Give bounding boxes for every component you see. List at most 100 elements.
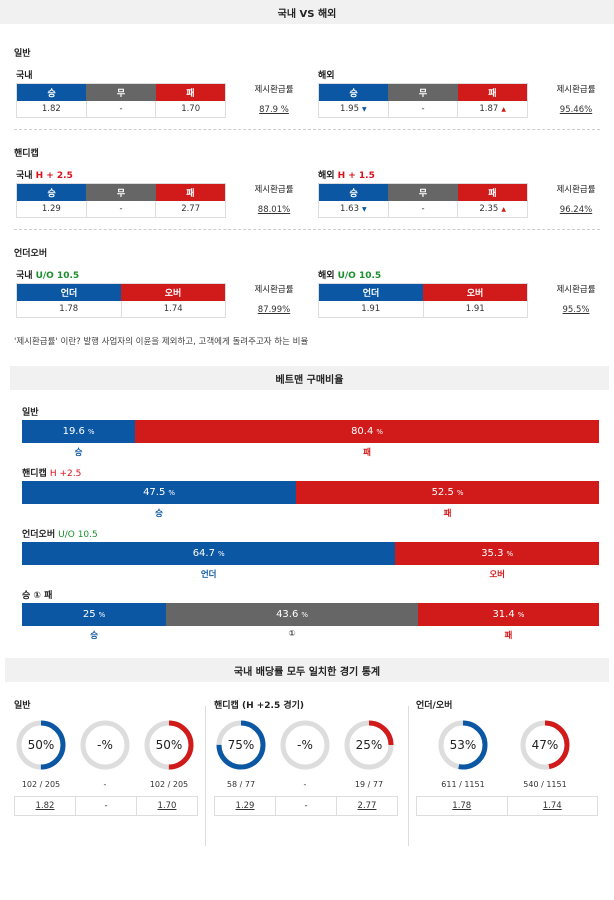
stats-odds-value[interactable]: 2.77 bbox=[336, 797, 397, 815]
domestic-odds-table: 언더 오버 1.78 1.74 bbox=[16, 283, 226, 318]
odds-header: 승 bbox=[16, 83, 87, 101]
ratio-unit: % bbox=[456, 488, 464, 497]
stats-column: 핸디캡 (H +2.5 경기) 75% 58 / 77 -% - 25% 19 / 77 1.… bbox=[214, 698, 398, 816]
stats-title: 언더/오버 bbox=[416, 701, 453, 711]
odds-header: 패 bbox=[155, 183, 226, 201]
section-header-betman: 베트맨 구매비율 bbox=[10, 366, 609, 390]
stats-odds-table: 1.78 1.74 bbox=[416, 796, 598, 816]
ratio-value: 35.3 bbox=[481, 548, 504, 559]
stats-column: 언더/오버 53% 611 / 1151 47% 540 / 1151 1.78 1.74 bbox=[416, 698, 598, 816]
odds-header: 언더 bbox=[16, 283, 121, 301]
odds-value: 1.91 bbox=[422, 300, 528, 318]
payout-value[interactable]: 95.46% bbox=[559, 105, 593, 115]
payout-value[interactable]: 87.9 % bbox=[259, 105, 289, 115]
ratio-unit: % bbox=[506, 549, 514, 558]
stats-odds-value[interactable]: 1.70 bbox=[136, 797, 197, 815]
ratio-segment-label: ① bbox=[288, 629, 296, 639]
odds-value: 1.82 bbox=[17, 101, 87, 118]
odds-value-text: 1.74 bbox=[163, 303, 183, 314]
ratio-value: 31.4 bbox=[492, 609, 515, 620]
ratio-unit: % bbox=[98, 610, 106, 619]
odds-value: - bbox=[387, 100, 458, 118]
section-header-stats: 국내 배당률 모두 일치한 경기 통계 bbox=[5, 658, 609, 682]
payout-box: 제시환급률 95.46% bbox=[546, 83, 606, 115]
odds-groups: 일반 국내 승 무 패 1.82-1.70 제시환급률 87.9 % 해외 승 무 패 1.95 ▼ -1.… bbox=[0, 46, 614, 329]
domestic-caption: 국내 H + 2.5 bbox=[16, 169, 309, 183]
ratio-segment-blue: 25% bbox=[22, 603, 167, 626]
stats-title: 핸디캡 (H +2.5 경기) bbox=[214, 701, 305, 711]
arrow-up-icon: ▲ bbox=[501, 205, 506, 213]
odds-header: 패 bbox=[457, 83, 528, 101]
ratio-bar: 64.7% 35.3% bbox=[22, 542, 599, 565]
payout-value[interactable]: 96.24% bbox=[559, 205, 593, 215]
ratio-value: 43.6 bbox=[276, 609, 299, 620]
ratio-unit: % bbox=[217, 549, 225, 558]
payout-value[interactable]: 88.01% bbox=[257, 205, 291, 215]
betman-label: 일반 bbox=[22, 406, 614, 420]
stats-odds-value: - bbox=[275, 797, 336, 815]
overseas-odds: 해외 H + 1.5 승 무 패 1.63 ▼ -2.35 ▲ 제시환급률 96.24% bbox=[318, 169, 611, 218]
payout-label: 제시환급률 bbox=[556, 285, 596, 295]
stats-odds-value[interactable]: 1.29 bbox=[235, 801, 255, 811]
stats-odds-value[interactable]: 1.74 bbox=[506, 797, 598, 815]
ratio-value: 80.4 bbox=[351, 426, 374, 437]
ratio-unit: % bbox=[168, 488, 175, 497]
ratio-segment-label: 언더 bbox=[200, 570, 217, 580]
stats-odds-value[interactable]: 1.82 bbox=[35, 801, 55, 811]
payout-label: 제시환급률 bbox=[556, 185, 596, 195]
ratio-bar-labels: 언더 오버 bbox=[22, 565, 599, 583]
overseas-odds-table: 언더 오버 1.91 1.91 bbox=[318, 283, 528, 318]
overseas-caption: 해외 H + 1.5 bbox=[318, 169, 611, 183]
payout-box: 제시환급률 95.5% bbox=[546, 283, 606, 315]
odds-value-text: 1.91 bbox=[465, 303, 485, 314]
arrow-down-icon: ▼ bbox=[361, 105, 367, 113]
overseas-odds-table: 승 무 패 1.95 ▼ - 1.87 ▲ bbox=[318, 83, 528, 118]
divider bbox=[14, 229, 600, 230]
odds-header: 패 bbox=[457, 183, 528, 201]
odds-value-text: - bbox=[119, 203, 123, 214]
betman-label: 언더오버 U/O 10.5 bbox=[22, 528, 614, 542]
odds-header: 무 bbox=[388, 183, 458, 201]
domestic-caption: 국내 bbox=[16, 69, 309, 83]
payout-value[interactable]: 87.99% bbox=[257, 305, 291, 315]
odds-value: 1.91 bbox=[319, 301, 424, 318]
stats-odds-value[interactable]: 1.78 bbox=[452, 801, 472, 811]
betman-ratios: 일반 19.6% 80.4% 승 패 핸디캡 H +2.5 47.5% 52.5% 승 패 언더오버 U… bbox=[0, 406, 614, 644]
odds-value: 1.74 bbox=[120, 300, 226, 318]
betman-label: 핸디캡 H +2.5 bbox=[22, 467, 614, 481]
betman-tag: U/O 10.5 bbox=[58, 530, 98, 540]
payout-box: 제시환급률 87.9 % bbox=[244, 83, 304, 115]
ratio-segment-blue: 19.6% bbox=[22, 420, 136, 443]
donut-count: 102 / 205 bbox=[149, 780, 189, 789]
group-label: 일반 bbox=[14, 49, 31, 59]
betman-label-text: 언더오버 bbox=[22, 530, 56, 540]
caption-prefix: 국내 bbox=[16, 71, 33, 81]
odds-value: - bbox=[85, 100, 156, 118]
ratio-donut: 50% 102 / 205 bbox=[144, 718, 194, 789]
donut-count: 611 / 1151 bbox=[441, 780, 485, 789]
column-divider bbox=[408, 706, 409, 846]
arrow-up-icon: ▲ bbox=[501, 105, 506, 113]
odds-value: 1.63 ▼ bbox=[319, 201, 389, 218]
ratio-bar: 25% 43.6% 31.4% bbox=[22, 603, 599, 626]
donut-count: - bbox=[303, 780, 307, 789]
domestic-odds: 국내 U/O 10.5 언더 오버 1.78 1.74 제시환급률 87.99% bbox=[16, 269, 309, 318]
overseas-caption: 해외 U/O 10.5 bbox=[318, 269, 611, 283]
payout-value[interactable]: 95.5% bbox=[562, 305, 590, 315]
odds-header: 오버 bbox=[423, 283, 528, 301]
stats-title: 일반 bbox=[14, 701, 31, 711]
ratio-segment-red: 80.4% bbox=[135, 420, 599, 443]
ratio-unit: % bbox=[517, 610, 525, 619]
donut-fill bbox=[144, 720, 194, 770]
odds-value-text: 1.82 bbox=[41, 103, 61, 114]
stats-column: 일반 50% 102 / 205 -% -50% 102 / 205 1.82-1.70 bbox=[14, 698, 198, 816]
ratio-unit: % bbox=[87, 427, 95, 436]
ratio-donut: 75% 58 / 77 bbox=[216, 718, 266, 789]
donut-track bbox=[280, 720, 330, 770]
odds-header: 승 bbox=[318, 183, 389, 201]
ratio-value: 52.5 bbox=[431, 487, 454, 498]
ratio-segment-blue: 47.5% bbox=[22, 481, 297, 504]
domestic-odds: 국내 H + 2.5 승 무 패 1.29-2.77 제시환급률 88.01% bbox=[16, 169, 309, 218]
odds-value: 1.70 bbox=[155, 100, 226, 118]
caption-tag: U/O 10.5 bbox=[35, 271, 80, 281]
